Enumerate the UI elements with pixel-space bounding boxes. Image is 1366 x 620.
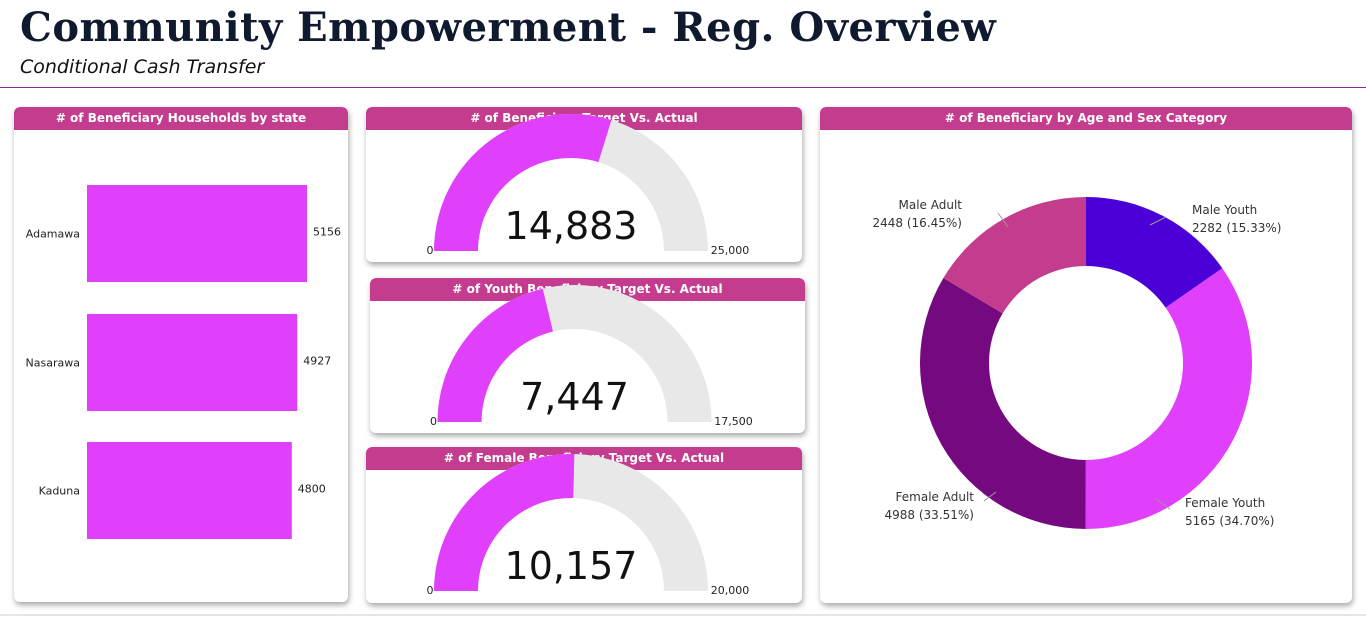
households-by-state-card[interactable]: # of Beneficiary Households by state Ada… [14,107,348,602]
households-bar-chart: Adamawa 5156 Nasarawa 4927 Kaduna 4800 [26,185,341,539]
bar-value-label: 5156 [313,226,341,239]
gauge-value: 7,447 [520,375,629,419]
bar-category-label: Kaduna [39,485,80,498]
bar-adamawa[interactable] [87,185,307,282]
leader-line [983,491,997,502]
slice-female-adult[interactable] [920,278,1086,529]
slice-male-adult[interactable] [943,197,1086,314]
bar-category-label: Adamawa [26,228,80,241]
gauge-fill [434,114,612,251]
beneficiary-gauge-card[interactable]: # of Beneficiary Target Vs. Actual 14,88… [366,107,802,262]
bottom-divider [0,614,1366,616]
leader-line [1155,498,1171,510]
youth-gauge-card[interactable]: # of Youth Beneficiary Target Vs. Actual… [370,278,805,433]
age-sex-category-card[interactable]: # of Beneficiary by Age and Sex Category… [820,107,1352,603]
slice-male-youth[interactable] [1086,197,1223,308]
bar-kaduna[interactable] [87,442,292,539]
gauge-min-label: 0 [430,415,437,428]
gauge-fill [437,288,553,422]
youth-gauge: 7,447 0 17,500 [430,285,753,428]
gauge-fill [434,454,575,591]
gauge-max-label: 20,000 [711,584,750,597]
bar-value-label: 4927 [303,355,331,368]
bar-value-label: 4800 [298,483,326,496]
gauge-max-label: 25,000 [711,244,750,257]
page-subtitle: Conditional Cash Transfer [20,56,265,78]
slice-value-label: 2282 (15.33%) [1192,221,1281,235]
slice-name-label: Male Youth [1192,203,1257,217]
slice-value-label: 2448 (16.45%) [873,216,962,230]
bar-nasarawa[interactable] [87,314,298,411]
age-sex-category-title: # of Beneficiary by Age and Sex Category [820,107,1352,130]
female-gauge: 10,157 0 20,000 [427,454,750,597]
beneficiary-gauge: 14,883 0 25,000 [427,114,750,257]
slice-name-label: Female Youth [1185,496,1265,510]
gauge-value: 10,157 [505,544,638,588]
gauge-min-label: 0 [427,584,434,597]
leader-line [997,212,1009,228]
slice-name-label: Female Adult [896,490,975,504]
gauge-max-label: 17,500 [714,415,753,428]
slice-name-label: Male Adult [899,198,963,212]
age-sex-donut-chart: Male Youth 2282 (15.33%) Female Youth 5165 … [873,197,1281,529]
report-header: Community Empowerment - Reg. Overview Co… [0,0,1366,88]
slice-value-label: 4988 (33.51%) [885,508,974,522]
gauge-value: 14,883 [505,204,638,248]
gauge-min-label: 0 [427,244,434,257]
households-by-state-title: # of Beneficiary Households by state [14,107,348,130]
leader-line [1149,216,1167,226]
slice-female-youth[interactable] [1085,268,1252,529]
slice-value-label: 5165 (34.70%) [1185,514,1274,528]
page-title: Community Empowerment - Reg. Overview [20,4,997,51]
bar-category-label: Nasarawa [26,357,80,370]
female-gauge-card[interactable]: # of Female Beneficiary Target Vs. Actua… [366,447,802,603]
